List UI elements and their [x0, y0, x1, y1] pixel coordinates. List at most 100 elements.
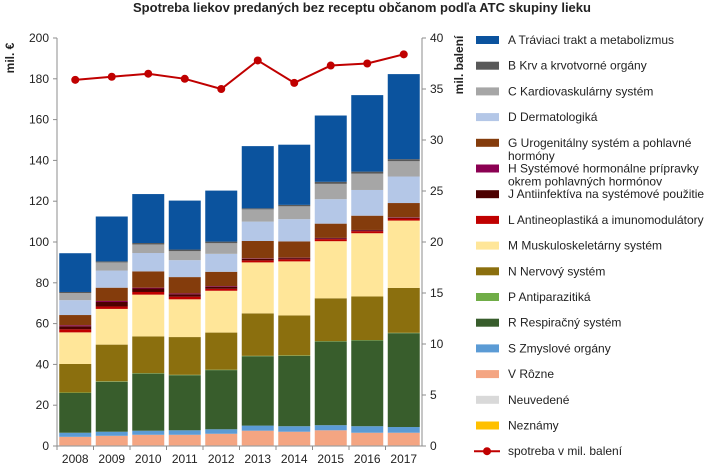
y2-tick-label: 0 — [430, 439, 437, 453]
bar-segment — [278, 261, 311, 316]
bar-segment — [351, 189, 384, 216]
bar-segment — [314, 238, 347, 240]
bar-segment — [314, 241, 347, 299]
bar-segment — [59, 315, 92, 326]
legend-label: V Rôzne — [508, 367, 554, 381]
x-tick-label: 2012 — [208, 452, 235, 466]
bar-segment — [351, 95, 384, 172]
bar-segment — [205, 286, 238, 289]
bar-segment — [387, 161, 420, 177]
y-tick-label: 60 — [36, 317, 50, 331]
legend-label: G Urogenitálny systém a pohlavné hormóny — [508, 136, 692, 163]
bar-segment — [278, 241, 311, 258]
bar-segment — [59, 293, 92, 301]
legend-label: Neznámy — [508, 419, 559, 433]
bar-segment — [351, 432, 384, 446]
bar-segment — [241, 430, 274, 446]
bar-segment — [168, 299, 201, 338]
bar-segment — [241, 313, 274, 356]
bar-segment — [314, 298, 347, 342]
x-tick-label: 2008 — [62, 452, 89, 466]
x-tick-label: 2011 — [172, 452, 198, 466]
legend-label: M Muskuloskeletárny systém — [508, 239, 662, 253]
bar-segment — [314, 183, 347, 200]
bar-segment — [95, 216, 128, 262]
bar-segment — [168, 434, 201, 446]
bar-segment — [351, 173, 384, 190]
bar-segment — [387, 176, 420, 204]
bar-segment — [95, 308, 128, 345]
y-axis: 0 20 40 60 80 100 120 140 160 180 200 — [29, 31, 58, 453]
legend-swatch — [476, 318, 499, 327]
bar-segment — [278, 259, 311, 262]
line-point — [399, 50, 408, 59]
legend-swatch — [476, 344, 499, 353]
bar-segment — [387, 427, 420, 433]
bar-segment — [95, 306, 128, 309]
bar-segment — [241, 146, 274, 209]
bar-segment — [205, 370, 238, 430]
bars — [59, 74, 420, 446]
x-tick-label: 2009 — [98, 452, 125, 466]
line-point — [363, 59, 372, 68]
chart-title: Spotreba liekov predaných bez receptu ob… — [133, 0, 591, 15]
x-axis: 2008 2009 2010 2011 2012 2013 2014 2015 2016 2017 — [56, 445, 422, 466]
bar-segment — [59, 329, 92, 333]
bar-segment — [132, 336, 165, 374]
bar-segment — [278, 431, 311, 446]
bar-segment — [351, 215, 384, 230]
legend-label: A Tráviaci trakt a metabolizmus — [508, 33, 674, 47]
x-tick-label: 2010 — [135, 452, 162, 466]
bar-segment — [205, 429, 238, 434]
legend-swatch — [476, 164, 499, 173]
bar-segment — [387, 220, 420, 288]
bar-segment — [59, 392, 92, 433]
bar-segment — [95, 381, 128, 432]
legend-label: L Antineoplastiká a imunomodulátory — [508, 213, 704, 227]
legend-label: P Antiparazitiká — [508, 290, 591, 304]
legend-swatch — [476, 215, 499, 224]
bar-segment — [351, 296, 384, 341]
bar-segment — [278, 219, 311, 242]
legend-swatch — [476, 190, 499, 199]
bar-segment — [168, 296, 201, 300]
legend-label: N Nervový systém — [508, 264, 605, 278]
bar-segment — [205, 332, 238, 370]
bar-segment — [241, 356, 274, 426]
bar-segment — [314, 341, 347, 426]
legend-swatch — [476, 61, 499, 70]
x-tick-label: 2017 — [390, 452, 417, 466]
bar-segment — [387, 333, 420, 428]
bar-segment — [351, 426, 384, 433]
x-tick-label: 2013 — [244, 452, 271, 466]
y2-axis-label: mil. balení — [452, 35, 466, 94]
bar-segment — [387, 217, 420, 219]
bar-segment — [205, 271, 238, 287]
legend-swatch — [476, 267, 499, 276]
legend-line-marker — [483, 447, 491, 456]
bar-segment — [387, 432, 420, 446]
bar-segment — [95, 435, 128, 446]
y-tick-label: 200 — [29, 31, 49, 45]
y-tick-label: 180 — [29, 72, 49, 86]
bar-segment — [168, 430, 201, 435]
bar-segment — [387, 74, 420, 160]
bar-segment — [351, 171, 384, 174]
line-point — [290, 78, 299, 87]
bar-segment — [241, 240, 274, 259]
bar-segment — [351, 233, 384, 297]
bar-segment — [278, 258, 311, 260]
y2-axis: 0 5 10 15 20 25 30 35 40 — [421, 31, 444, 453]
bar-segment — [95, 300, 128, 302]
bar-segment — [168, 277, 201, 294]
y2-tick-label: 25 — [430, 184, 444, 198]
line-series — [71, 50, 408, 93]
y-tick-label: 40 — [36, 357, 50, 371]
y-tick-label: 140 — [29, 153, 49, 167]
bar-segment — [132, 294, 165, 337]
line-point — [144, 69, 153, 78]
line-path — [75, 53, 404, 91]
bar-segment — [132, 291, 165, 295]
bar-segment — [241, 208, 274, 210]
